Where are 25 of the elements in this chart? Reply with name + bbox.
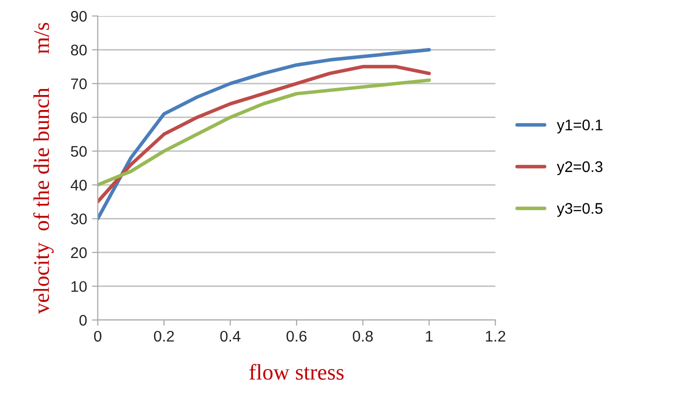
legend-label: y3=0.5	[556, 203, 602, 217]
x-tick-label: 1	[426, 330, 433, 342]
legend-label: y1=0.1	[556, 120, 602, 134]
x-tick-label: 1.2	[486, 330, 506, 342]
line-series	[98, 78, 431, 187]
y-tick-label: 50	[70, 146, 87, 157]
x-tick-label: 0.2	[154, 330, 174, 342]
y-tick-label: 40	[70, 180, 87, 191]
legend-label: y2=0.3	[556, 161, 602, 176]
y-tick-label: 80	[70, 44, 87, 56]
y-tick-label: 0	[79, 314, 87, 326]
y-tick-label: 70	[71, 78, 87, 90]
y-tick-label: 30	[70, 214, 87, 224]
y-tick-label: 90	[71, 10, 87, 22]
x-tick-label: 0.8	[352, 330, 373, 342]
x-axis-title: flow stress	[249, 364, 344, 380]
x-tick-label: 0	[94, 330, 102, 342]
line-series	[98, 64, 431, 204]
y-axis-title: velocity of the die bunch m/s	[33, 22, 54, 314]
y-tick-label: 60	[71, 112, 87, 124]
x-tick-label: 0.6	[286, 330, 307, 342]
x-tick-label: 0.4	[220, 330, 240, 342]
y-tick-label: 10	[71, 281, 87, 292]
line-series	[98, 48, 431, 220]
y-tick-label: 20	[71, 247, 87, 258]
